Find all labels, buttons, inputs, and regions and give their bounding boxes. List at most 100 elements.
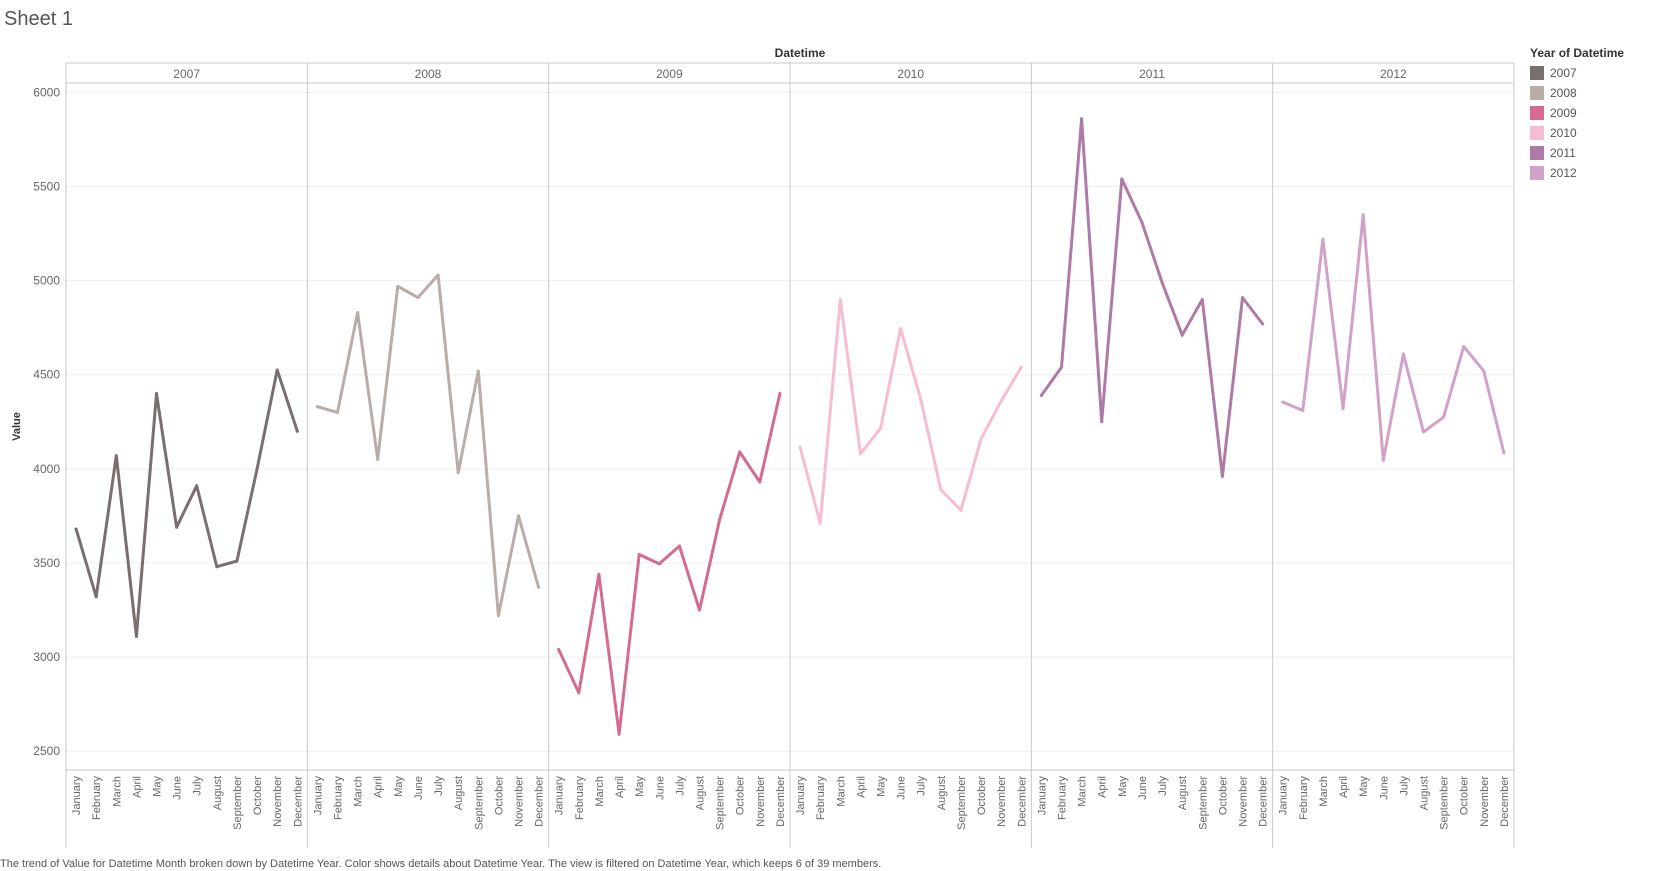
legend-item-2011[interactable]: 2011 bbox=[1530, 143, 1624, 163]
column-header: Datetime bbox=[775, 46, 826, 60]
x-tick-label: March bbox=[594, 776, 606, 807]
x-tick-label: March bbox=[835, 776, 847, 807]
data-point bbox=[255, 467, 259, 471]
data-point bbox=[1100, 420, 1104, 424]
chart-caption: The trend of Value for Datetime Month br… bbox=[0, 858, 882, 870]
series-line-2010 bbox=[798, 298, 1023, 525]
x-tick-label: October bbox=[976, 776, 988, 815]
x-tick-label: October bbox=[1459, 776, 1471, 815]
x-tick-label: December bbox=[292, 776, 304, 827]
data-point bbox=[416, 296, 420, 300]
x-tick-label: November bbox=[1479, 776, 1491, 827]
data-point bbox=[1140, 220, 1144, 224]
y-tick-label: 5500 bbox=[33, 180, 60, 194]
x-tick-label: February bbox=[815, 776, 827, 821]
x-tick-label: May bbox=[634, 776, 646, 797]
data-point bbox=[1442, 415, 1446, 419]
panel-header-2009: 2009 bbox=[656, 67, 683, 81]
data-point bbox=[919, 397, 923, 401]
legend-label: 2011 bbox=[1550, 146, 1576, 160]
data-point bbox=[215, 565, 219, 569]
data-point bbox=[979, 437, 983, 441]
x-tick-label: December bbox=[1016, 776, 1028, 827]
data-point bbox=[1261, 322, 1265, 326]
data-point bbox=[1180, 333, 1184, 337]
x-tick-label: December bbox=[1499, 776, 1511, 827]
y-tick-label: 4500 bbox=[33, 368, 60, 382]
x-tick-label: September bbox=[715, 776, 727, 830]
x-tick-label: January bbox=[795, 776, 807, 816]
x-tick-label: June bbox=[654, 776, 666, 800]
data-point bbox=[818, 521, 822, 525]
data-point bbox=[356, 311, 360, 315]
y-tick-label: 5000 bbox=[33, 274, 60, 288]
y-tick-label: 6000 bbox=[33, 85, 60, 99]
y-tick-label: 2500 bbox=[33, 744, 60, 758]
data-point bbox=[456, 471, 460, 475]
x-tick-label: September bbox=[1197, 776, 1209, 830]
data-point bbox=[899, 327, 903, 331]
series-line-2012 bbox=[1281, 213, 1506, 462]
x-tick-label: September bbox=[956, 776, 968, 830]
y-tick-label: 4000 bbox=[33, 462, 60, 476]
x-tick-label: August bbox=[936, 776, 948, 810]
x-tick-label: January bbox=[1278, 776, 1290, 816]
x-tick-label: June bbox=[896, 776, 908, 800]
data-point bbox=[94, 595, 98, 599]
x-tick-label: May bbox=[393, 776, 405, 797]
data-point bbox=[1502, 451, 1506, 455]
data-point bbox=[1200, 297, 1204, 301]
legend-item-2009[interactable]: 2009 bbox=[1530, 103, 1624, 123]
data-point bbox=[436, 273, 440, 277]
data-point bbox=[1080, 117, 1084, 121]
x-tick-label: August bbox=[1177, 776, 1189, 810]
data-point bbox=[476, 369, 480, 373]
data-point bbox=[657, 562, 661, 566]
legend-swatch bbox=[1530, 106, 1544, 120]
legend-swatch bbox=[1530, 126, 1544, 140]
data-point bbox=[959, 508, 963, 512]
x-tick-label: May bbox=[1358, 776, 1370, 797]
data-point bbox=[295, 429, 299, 433]
data-point bbox=[1019, 365, 1023, 369]
legend-item-2008[interactable]: 2008 bbox=[1530, 83, 1624, 103]
data-point bbox=[1281, 400, 1285, 404]
y-axis-label: Value bbox=[11, 412, 23, 441]
x-tick-label: August bbox=[453, 776, 465, 810]
data-point bbox=[1301, 409, 1305, 413]
legend-label: 2009 bbox=[1550, 106, 1577, 120]
x-tick-label: July bbox=[1157, 776, 1169, 796]
x-tick-label: September bbox=[1439, 776, 1451, 830]
x-tick-label: June bbox=[1137, 776, 1149, 800]
data-point bbox=[637, 552, 641, 556]
legend-item-2012[interactable]: 2012 bbox=[1530, 163, 1624, 183]
x-tick-label: September bbox=[473, 776, 485, 830]
legend-label: 2008 bbox=[1550, 86, 1577, 100]
data-point bbox=[1060, 365, 1063, 369]
data-point bbox=[134, 634, 138, 638]
legend-item-2007[interactable]: 2007 bbox=[1530, 63, 1624, 83]
legend-title: Year of Datetime bbox=[1530, 46, 1625, 60]
x-tick-label: April bbox=[1097, 776, 1109, 798]
data-point bbox=[1361, 213, 1365, 217]
x-tick-label: May bbox=[876, 776, 888, 797]
legend-item-2010[interactable]: 2010 bbox=[1530, 123, 1624, 143]
data-point bbox=[879, 426, 882, 430]
series-line-2009 bbox=[557, 392, 782, 736]
x-tick-label: January bbox=[71, 776, 83, 816]
x-tick-label: March bbox=[353, 776, 365, 807]
data-point bbox=[597, 572, 601, 576]
x-tick-label: August bbox=[1419, 776, 1431, 810]
data-point bbox=[1160, 281, 1164, 285]
data-point bbox=[939, 488, 943, 492]
data-point bbox=[114, 454, 118, 458]
x-tick-label: November bbox=[996, 776, 1008, 827]
x-tick-label: January bbox=[312, 776, 324, 816]
x-tick-label: June bbox=[1378, 776, 1390, 800]
x-tick-label: July bbox=[916, 776, 928, 796]
x-tick-label: December bbox=[1258, 776, 1270, 827]
x-tick-label: February bbox=[91, 776, 103, 821]
panel-header-2008: 2008 bbox=[415, 67, 442, 81]
data-point bbox=[336, 410, 339, 414]
